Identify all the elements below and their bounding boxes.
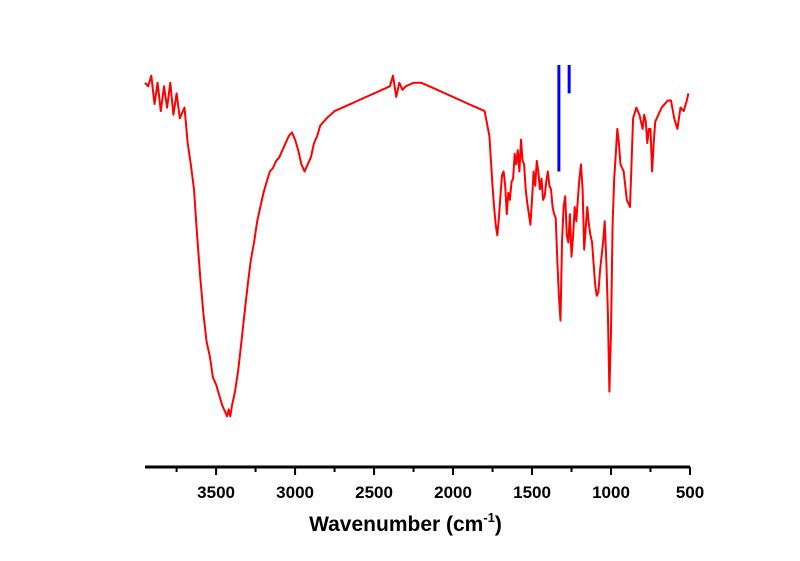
x-tick-label: 2000 xyxy=(434,483,472,502)
x-axis-title: Wavenumber (cm-1) xyxy=(309,510,502,536)
spectrum-line-0 xyxy=(144,74,690,418)
x-tick-label: 500 xyxy=(676,483,704,502)
series-layer xyxy=(144,74,690,418)
x-tick-labels: 3500 3000 2500 2000 1500 1000 500 xyxy=(197,483,704,502)
x-axis-title-superscript: -1 xyxy=(483,510,495,525)
x-ticks-major xyxy=(215,467,691,475)
x-tick-label: 3500 xyxy=(197,483,235,502)
x-axis-title-main: Wavenumber (cm xyxy=(309,513,483,536)
plot-area xyxy=(144,65,690,418)
reference-peaks xyxy=(557,65,571,172)
x-tick-label: 1000 xyxy=(592,483,630,502)
x-tick-label: 3000 xyxy=(276,483,314,502)
x-axis-title-close: ) xyxy=(495,513,502,536)
x-tick-label: 1500 xyxy=(513,483,551,502)
x-ticks-minor xyxy=(175,467,652,472)
x-axis: 3500 3000 2500 2000 1500 1000 500 Wavenumber (… xyxy=(145,465,704,536)
x-tick-label: 2500 xyxy=(355,483,393,502)
